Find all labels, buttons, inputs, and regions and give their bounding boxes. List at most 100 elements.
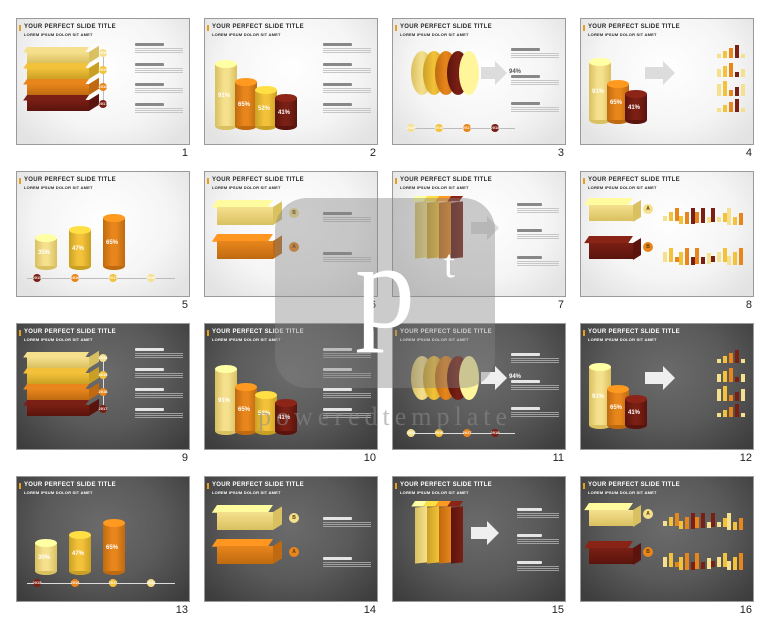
slide-thumbnail[interactable]: YOUR PERFECT SLIDE TITLE LOREM IPSUM DOL… [16, 171, 190, 312]
mini-bar-group [663, 553, 679, 567]
badge: B [643, 547, 653, 557]
year-label: 2014 [97, 50, 109, 55]
mini-bar-group [717, 386, 745, 401]
text-column [323, 346, 371, 426]
slide-thumbnail[interactable]: YOUR PERFECT SLIDE TITLE LOREM IPSUM DOL… [16, 18, 190, 159]
slide-title: YOUR PERFECT SLIDE TITLE [400, 24, 492, 30]
year-label: 2015 [405, 430, 417, 435]
slide-thumbnail[interactable]: YOUR PERFECT SLIDE TITLE LOREM IPSUM DOL… [580, 18, 754, 159]
slide-thumbnail[interactable]: YOUR PERFECT SLIDE TITLE LOREM IPSUM DOL… [580, 476, 754, 617]
badge: A [289, 242, 299, 252]
mini-bar-group [717, 404, 745, 417]
slide-thumbnail[interactable]: YOUR PERFECT SLIDE TITLE LOREM IPSUM DOL… [16, 323, 190, 464]
year-label: 2015 [97, 67, 109, 72]
timeline: 2015 2016 2017 2018 [27, 274, 175, 284]
slide-number: 6 [204, 297, 378, 311]
slide-title: YOUR PERFECT SLIDE TITLE [400, 329, 492, 335]
slide-thumbnail[interactable]: YOUR PERFECT SLIDE TITLE LOREM IPSUM DOL… [204, 171, 378, 312]
lorem-block [135, 43, 183, 59]
lorem-block [135, 348, 183, 364]
lorem-block [323, 517, 371, 533]
year-label: 2017 [107, 275, 119, 280]
year-label: 2016 [97, 84, 109, 89]
slide-thumbnail[interactable]: YOUR PERFECT SLIDE TITLE LOREM IPSUM DOL… [392, 18, 566, 159]
slide-thumbnail[interactable]: YOUR PERFECT SLIDE TITLE LOREM IPSUM DOL… [204, 18, 378, 159]
slide-number: 14 [204, 602, 378, 616]
slide-number: 5 [16, 297, 190, 311]
iso-prism [589, 198, 633, 222]
badge: A [289, 547, 299, 557]
pct-label: 65% [610, 405, 622, 411]
year-label: 2018 [145, 275, 157, 280]
mini-bar-group [711, 208, 727, 222]
timeline: 2015 2016 2017 2018 [407, 124, 515, 134]
slide-thumbnail[interactable]: YOUR PERFECT SLIDE TITLE LOREM IPSUM DOL… [204, 323, 378, 464]
mini-bar-group [717, 368, 745, 382]
pct-label: 52% [258, 411, 270, 417]
text-column [135, 346, 183, 426]
slide-thumbnail[interactable]: YOUR PERFECT SLIDE TITLE LOREM IPSUM DOL… [392, 323, 566, 464]
vertical-slab [427, 506, 439, 563]
pct-label: 91% [218, 93, 230, 99]
pct-label: 65% [610, 100, 622, 106]
slide-subtitle: LOREM IPSUM DOLOR SIT AMET [588, 490, 657, 495]
slide-number: 4 [580, 145, 754, 159]
pct-label: 41% [628, 410, 640, 416]
slide-title: YOUR PERFECT SLIDE TITLE [24, 177, 116, 183]
mini-bar-group [727, 513, 743, 530]
mini-bar-group [717, 45, 745, 58]
lorem-block [323, 212, 371, 228]
slide-title: YOUR PERFECT SLIDE TITLE [24, 329, 116, 335]
text-column [323, 505, 371, 585]
slide-canvas: YOUR PERFECT SLIDE TITLE LOREM IPSUM DOL… [392, 171, 566, 298]
slide-canvas: YOUR PERFECT SLIDE TITLE LOREM IPSUM DOL… [204, 476, 378, 603]
slide-number: 15 [392, 602, 566, 616]
pct-label: 52% [258, 106, 270, 112]
lorem-block [511, 75, 559, 91]
lorem-block [135, 388, 183, 404]
slide-number: 11 [392, 450, 566, 464]
mini-bar-group [679, 248, 695, 265]
year-label: 2014 [97, 355, 109, 360]
lorem-block [511, 48, 559, 64]
pct-label: 65% [106, 545, 118, 551]
iso-prism [217, 200, 273, 226]
slide-thumbnail[interactable]: YOUR PERFECT SLIDE TITLE LOREM IPSUM DOL… [580, 323, 754, 464]
slide-title: YOUR PERFECT SLIDE TITLE [212, 482, 304, 488]
slide-number: 13 [16, 602, 190, 616]
year-label: 2015 [31, 580, 43, 585]
iso-prism [589, 503, 633, 527]
slide-thumbnail[interactable]: YOUR PERFECT SLIDE TITLE LOREM IPSUM DOL… [580, 171, 754, 312]
slide-subtitle: LOREM IPSUM DOLOR SIT AMET [24, 337, 93, 342]
slide-subtitle: LOREM IPSUM DOLOR SIT AMET [24, 32, 93, 37]
slide-thumbnail[interactable]: YOUR PERFECT SLIDE TITLE LOREM IPSUM DOL… [204, 476, 378, 617]
vertical-slab [427, 201, 439, 258]
mini-bar-group [717, 81, 745, 96]
pct-label: 41% [278, 415, 290, 421]
lorem-block [517, 561, 559, 577]
slide-thumbnail[interactable]: YOUR PERFECT SLIDE TITLE LOREM IPSUM DOL… [392, 476, 566, 617]
slide-subtitle: LOREM IPSUM DOLOR SIT AMET [400, 185, 469, 190]
pct-label: 47% [72, 551, 84, 557]
slide-number: 12 [580, 450, 754, 464]
lorem-block [323, 103, 371, 119]
lorem-block [135, 368, 183, 384]
slide-canvas: YOUR PERFECT SLIDE TITLE LOREM IPSUM DOL… [580, 323, 754, 450]
slide-subtitle: LOREM IPSUM DOLOR SIT AMET [212, 490, 281, 495]
lorem-block [323, 252, 371, 268]
slide-thumbnail[interactable]: YOUR PERFECT SLIDE TITLE LOREM IPSUM DOL… [16, 476, 190, 617]
mini-bar-group [717, 99, 745, 112]
slide-subtitle: LOREM IPSUM DOLOR SIT AMET [212, 185, 281, 190]
mini-bar-group [663, 248, 679, 262]
iso-prism [217, 505, 273, 531]
slide-title: YOUR PERFECT SLIDE TITLE [24, 24, 116, 30]
mini-bar-group [727, 208, 743, 225]
slide-thumbnail[interactable]: YOUR PERFECT SLIDE TITLE LOREM IPSUM DOL… [392, 171, 566, 312]
lorem-block [517, 534, 559, 550]
year-label: 2018 [489, 430, 501, 435]
slide-title: YOUR PERFECT SLIDE TITLE [400, 482, 492, 488]
iso-prism [589, 541, 633, 565]
slide-canvas: YOUR PERFECT SLIDE TITLE LOREM IPSUM DOL… [392, 323, 566, 450]
lorem-block [517, 203, 559, 219]
iso-prism [217, 539, 273, 565]
